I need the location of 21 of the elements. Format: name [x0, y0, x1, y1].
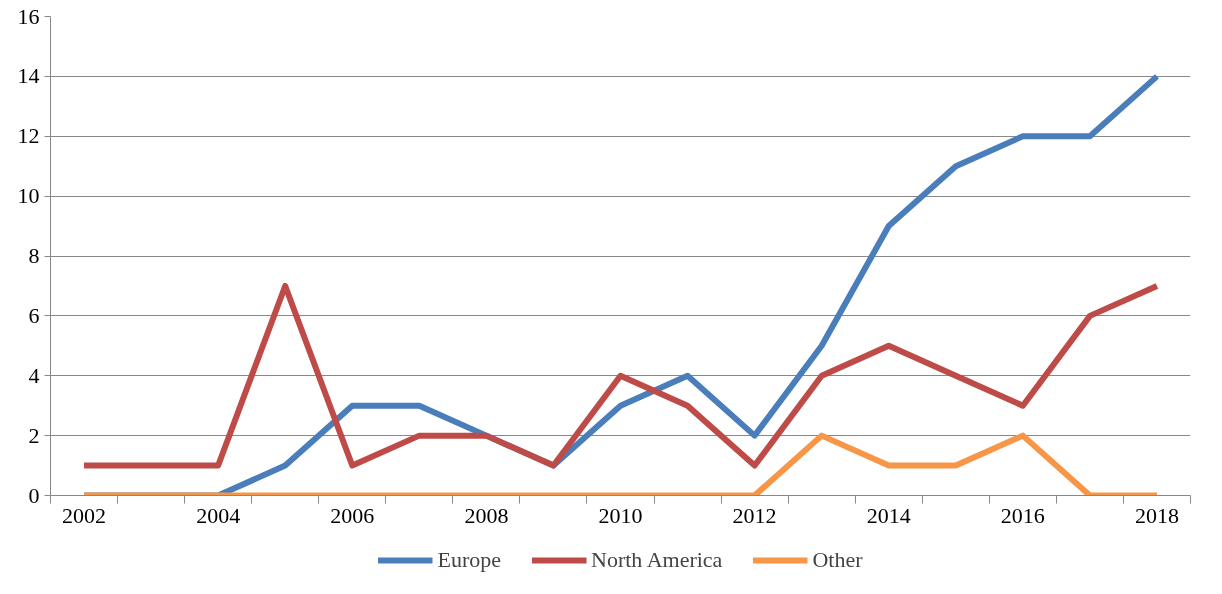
x-tick-label: 2004	[196, 502, 241, 528]
y-tick-label: 0	[28, 482, 40, 508]
x-tick-label: 2010	[598, 502, 643, 528]
x-tick-label: 2014	[866, 502, 911, 528]
y-tick-label: 4	[28, 362, 40, 388]
y-tick-label: 6	[28, 302, 40, 328]
y-tick-label: 14	[17, 63, 40, 89]
y-tick-label: 16	[17, 3, 40, 29]
x-tick-label: 2012	[732, 502, 777, 528]
x-tick-label: 2016	[1000, 502, 1045, 528]
y-tick-label: 2	[28, 422, 40, 448]
x-tick-label: 2002	[62, 502, 107, 528]
x-tick-label: 2018	[1134, 502, 1179, 528]
x-tick-label: 2006	[330, 502, 375, 528]
y-tick-label: 8	[28, 243, 40, 268]
legend-label: North America	[591, 547, 723, 573]
y-tick-label: 12	[17, 123, 40, 149]
legend-label: Europe	[437, 547, 502, 573]
y-tick-label: 10	[17, 183, 40, 209]
legend-label: Other	[812, 547, 863, 573]
x-tick-label: 2008	[464, 502, 509, 528]
